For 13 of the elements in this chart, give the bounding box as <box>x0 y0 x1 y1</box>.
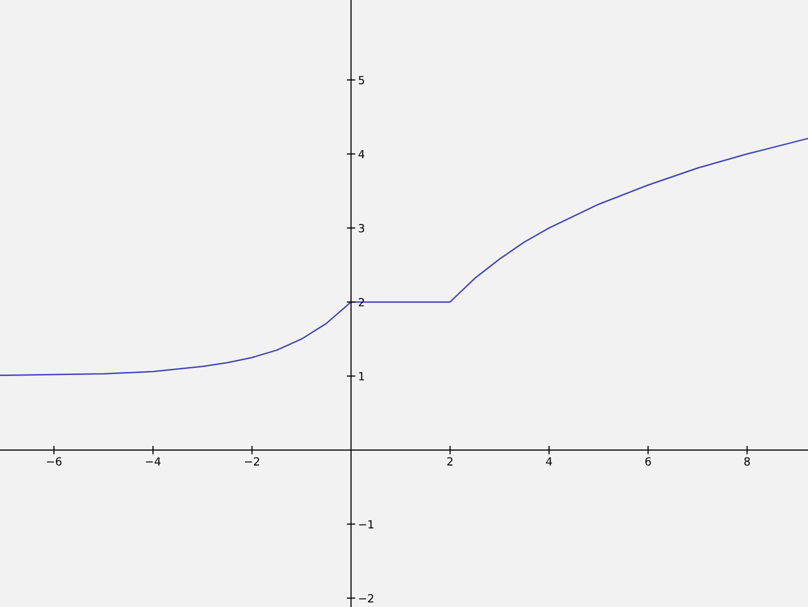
x-tick-label: 8 <box>744 457 750 466</box>
x-tick-label: 2 <box>447 457 452 466</box>
y-tick-label: 3 <box>358 224 364 232</box>
x-tick-label: −2 <box>244 457 260 466</box>
x-tick-label: 6 <box>645 457 651 466</box>
y-tick-label: −1 <box>359 520 374 528</box>
x-tick-label: 4 <box>546 457 552 466</box>
y-tick-label: 1 <box>359 372 364 380</box>
y-tick-label: 4 <box>358 150 364 158</box>
x-tick-label: −4 <box>146 457 161 466</box>
x-tick-label: −6 <box>46 457 62 466</box>
y-tick-label: 5 <box>358 76 364 84</box>
y-tick-label: −2 <box>359 594 374 602</box>
